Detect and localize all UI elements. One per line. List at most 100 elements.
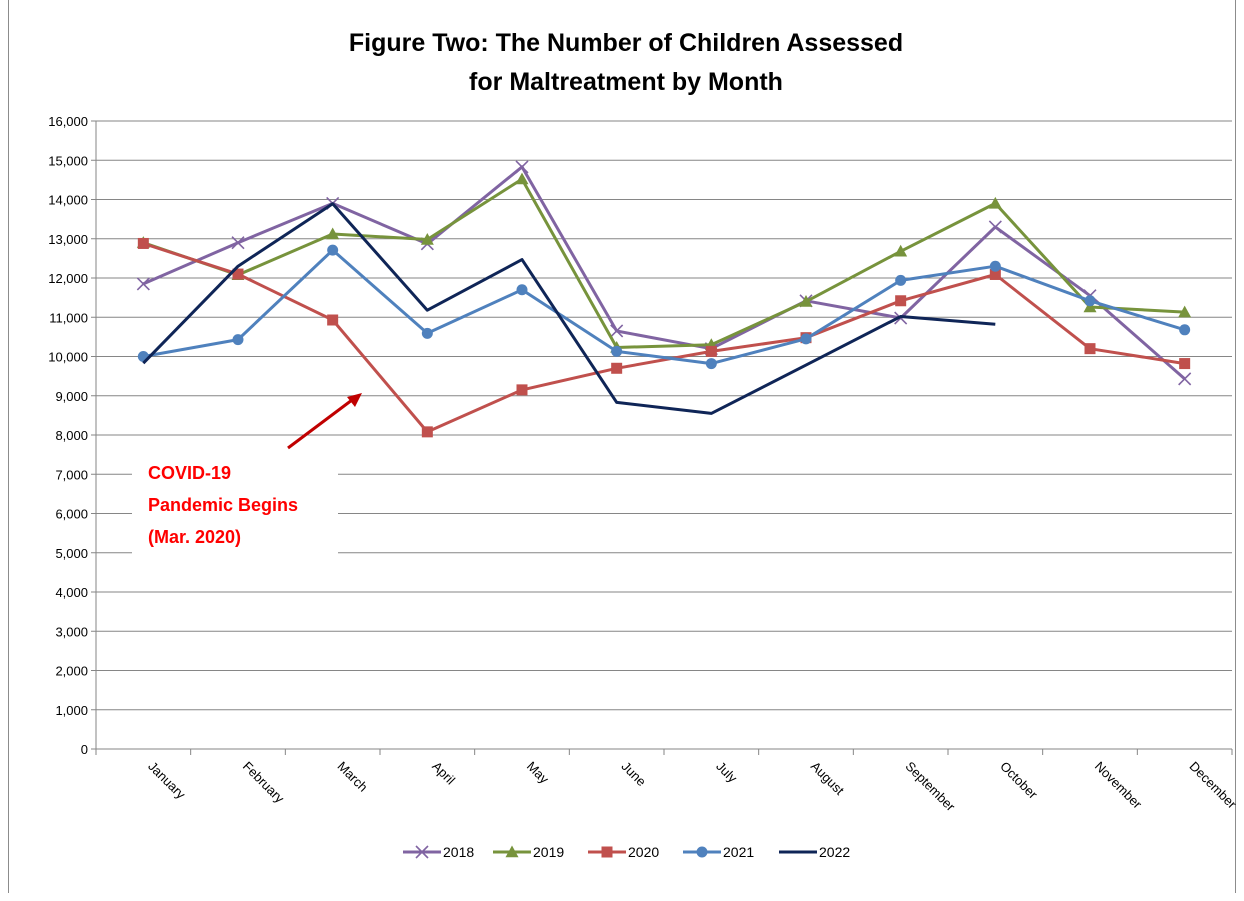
y-tick-label: 9,000 — [55, 389, 88, 404]
data-point-2019 — [1083, 300, 1097, 313]
data-point-2020 — [516, 384, 528, 396]
y-tick-label: 10,000 — [48, 350, 88, 365]
x-tick-label: April — [429, 759, 458, 788]
data-point-2018 — [610, 324, 624, 338]
y-tick-label: 1,000 — [55, 703, 88, 718]
data-point-2020 — [611, 362, 623, 374]
y-tick-label: 12,000 — [48, 271, 88, 286]
y-tick-label: 15,000 — [48, 153, 88, 168]
annotation-arrow-head — [347, 393, 362, 407]
data-point-2021 — [611, 345, 623, 357]
gridlines — [96, 120, 1232, 750]
chart-frame — [8, 0, 1236, 893]
series-line-2021 — [143, 248, 1186, 366]
x-tick-label: August — [808, 759, 847, 798]
y-tick-label: 11,000 — [49, 310, 88, 325]
data-point-2019 — [1178, 305, 1192, 318]
x-tick-label: November — [1092, 759, 1145, 812]
series-line-2020 — [142, 242, 1185, 434]
y-tick-label: 4,000 — [55, 585, 88, 600]
annotation-line-3: (Mar. 2020) — [148, 527, 241, 547]
legend-label: 2021 — [723, 844, 754, 860]
y-tick-label: 0 — [81, 742, 88, 757]
legend-item-2018: 2018 — [403, 844, 474, 860]
chart-title-line-2: for Maltreatment by Month — [469, 68, 783, 96]
data-point-2020 — [1179, 358, 1191, 370]
y-tick-label: 7,000 — [55, 467, 88, 482]
x-tick-label: September — [903, 759, 959, 815]
x-tick-label: October — [997, 759, 1041, 803]
annotation-background — [132, 450, 338, 555]
axes — [91, 120, 1233, 755]
y-tick-label: 13,000 — [48, 232, 88, 247]
data-point-2021 — [232, 334, 244, 346]
series-2020 — [137, 237, 1191, 438]
data-point-2020 — [895, 295, 907, 307]
y-tick-label: 8,000 — [55, 428, 88, 443]
legend-item-2022: 2022 — [779, 844, 850, 860]
data-point-2021 — [800, 333, 812, 345]
chart-title-line-1: Figure Two: The Number of Children Asses… — [349, 29, 903, 57]
data-point-2020 — [137, 237, 149, 249]
data-point-2018 — [515, 160, 529, 174]
y-tick-label: 16,000 — [48, 114, 88, 129]
y-tick-label: 2,000 — [55, 664, 88, 679]
y-tick-label: 3,000 — [55, 624, 88, 639]
x-tick-labels: January February March April May June July Augu… — [145, 759, 1240, 815]
legend-marker — [601, 846, 613, 858]
data-point-2021 — [516, 284, 528, 296]
data-point-2018 — [136, 277, 150, 291]
legend-label: 2022 — [819, 844, 850, 860]
legend-label: 2020 — [628, 844, 659, 860]
data-point-2020 — [327, 314, 339, 326]
y-tick-label: 6,000 — [55, 507, 88, 522]
data-point-2019 — [326, 227, 340, 240]
data-point-2021 — [895, 274, 907, 286]
legend: 2018 2019 2020 2021 2022 — [403, 844, 850, 860]
data-point-2020 — [421, 426, 433, 438]
x-tick-label: June — [619, 759, 650, 790]
data-point-2021 — [1084, 295, 1096, 307]
series-2018 — [136, 160, 1192, 386]
data-point-2021 — [421, 327, 433, 339]
x-tick-label: July — [713, 759, 740, 786]
data-point-2019 — [420, 233, 434, 245]
y-tick-label: 14,000 — [48, 193, 88, 208]
y-tick-labels: 0 1,000 2,000 3,000 4,000 5,000 6,000 7,000 8,00… — [48, 114, 88, 757]
data-point-2018 — [1178, 372, 1192, 386]
annotation-line-1: COVID-19 — [148, 463, 231, 483]
annotation-line-2: Pandemic Begins — [148, 495, 298, 515]
x-tick-label: May — [524, 759, 552, 787]
series-line-2022 — [142, 202, 996, 415]
series-line-2018 — [142, 165, 1186, 381]
data-point-2019 — [988, 196, 1002, 209]
data-point-2020 — [1084, 343, 1096, 355]
legend-marker — [415, 845, 429, 859]
data-point-2019 — [894, 244, 908, 257]
data-point-2018 — [988, 220, 1002, 234]
legend-marker — [696, 846, 708, 858]
data-point-2021 — [1179, 324, 1191, 336]
legend-item-2020: 2020 — [588, 844, 659, 860]
x-tick-label: December — [1187, 759, 1240, 812]
x-tick-label: January — [145, 759, 189, 803]
annotation-arrow — [287, 398, 353, 450]
legend-label: 2018 — [443, 844, 474, 860]
data-point-2021 — [989, 260, 1001, 272]
series-2022 — [142, 202, 996, 415]
data-point-2021 — [705, 358, 717, 370]
x-tick-label: March — [335, 759, 371, 795]
x-tick-label: February — [240, 759, 288, 807]
data-point-2018 — [231, 236, 245, 250]
data-point-2019 — [799, 295, 813, 307]
series-2021 — [137, 244, 1191, 370]
data-point-2021 — [327, 244, 339, 256]
data-point-2020 — [232, 268, 244, 280]
legend-marker — [505, 845, 519, 858]
data-point-2020 — [705, 345, 717, 357]
data-point-2020 — [989, 268, 1001, 280]
series — [136, 160, 1192, 438]
data-point-2019 — [515, 172, 529, 185]
legend-label: 2019 — [533, 844, 564, 860]
